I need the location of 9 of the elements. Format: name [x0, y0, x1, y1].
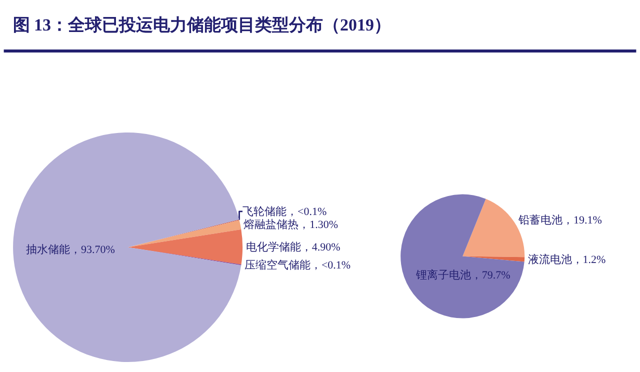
slice-label: 电化学储能，4.90% — [246, 240, 340, 254]
slice-label: 飞轮储能，<0.1% — [242, 205, 327, 218]
slice-label: 液流电池，1.2% — [528, 252, 606, 266]
slice-label: 锂离子电池，79.7% — [414, 268, 510, 282]
slice-label: 压缩空气储能，<0.1% — [244, 258, 351, 272]
slice-label: 熔融盐储热，1.30% — [244, 218, 338, 231]
slice-label: 铅蓄电池，19.1% — [517, 213, 602, 226]
slice-label: 抽水储能，93.70% — [26, 243, 115, 256]
chart-title: 图 13：全球已投运电力储能项目类型分布（2019） — [12, 16, 392, 34]
